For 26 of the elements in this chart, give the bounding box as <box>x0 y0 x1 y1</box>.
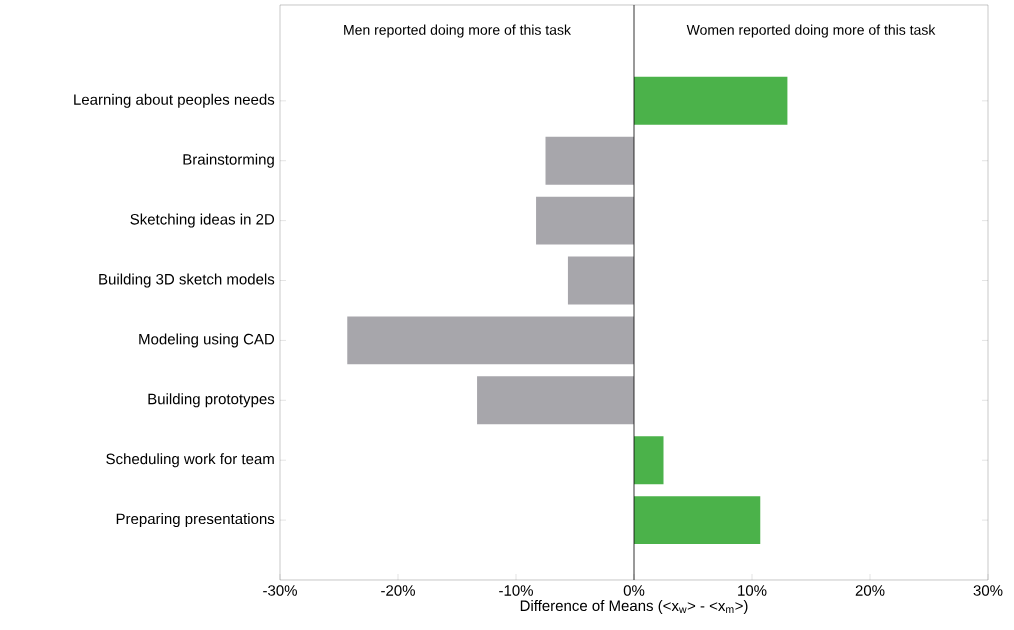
x-tick-label: 0% <box>623 585 645 596</box>
y-tick-label: Preparing presentations <box>116 513 275 528</box>
text: Men reported doing more of this task <box>344 24 571 38</box>
bar <box>634 496 761 545</box>
x-tick-label: -10% <box>499 585 533 596</box>
y-tick-label: Building prototypes <box>148 393 275 408</box>
bar <box>477 376 635 425</box>
bar <box>545 136 635 185</box>
y-tick-label: Brainstorming <box>183 153 274 168</box>
x-tick-label: -20% <box>381 585 415 596</box>
bar <box>536 196 635 245</box>
x-axis-title: Difference of Means (<x$_{w}$> - <x$_{m}$>) <box>520 600 748 614</box>
bar <box>634 436 664 485</box>
bar <box>347 316 635 365</box>
x-tick-label: 10% <box>738 585 767 596</box>
x-tick-label: -30% <box>263 585 297 596</box>
y-tick-label: Building 3D sketch models <box>99 273 275 288</box>
y-tick-label: Scheduling work for team <box>106 453 274 468</box>
y-tick-label: Learning about peoples needs <box>74 93 275 108</box>
bar <box>567 256 635 305</box>
y-tick-label: Modeling using CAD <box>139 333 275 348</box>
text: Women reported doing more of this task <box>686 24 936 38</box>
x-tick-label: 30% <box>973 585 1003 596</box>
y-tick-label: Sketching ideas in 2D <box>130 213 275 228</box>
bar <box>634 76 788 125</box>
x-tick-label: 20% <box>855 585 885 596</box>
